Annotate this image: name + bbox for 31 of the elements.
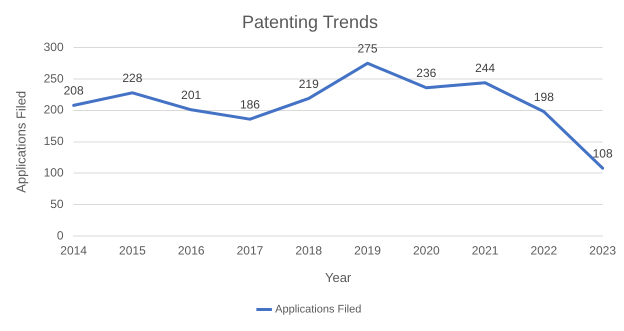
data-label: 275 — [358, 42, 378, 56]
data-label: 244 — [475, 61, 496, 76]
legend-label: Applications Filed — [275, 304, 362, 316]
x-tick-label: 2015 — [119, 244, 146, 258]
y-tick-label: 100 — [44, 166, 64, 180]
data-label: 208 — [64, 84, 84, 98]
data-label: 198 — [534, 90, 554, 104]
x-tick-label: 2019 — [354, 244, 382, 258]
x-tick-label: 2020 — [412, 244, 440, 258]
x-tick-label: 2016 — [178, 244, 205, 258]
x-tick-label: 2021 — [472, 244, 499, 258]
y-tick-label: 150 — [44, 134, 64, 148]
y-tick-label: 250 — [44, 71, 64, 86]
data-label: 201 — [181, 88, 202, 102]
x-tick-label: 2023 — [589, 244, 616, 258]
data-label: 228 — [122, 71, 143, 86]
chart-title: Patenting Trends — [242, 12, 378, 32]
data-label: 236 — [416, 66, 437, 80]
x-tick-label: 2017 — [236, 244, 264, 258]
y-axis-title: Applications Filed — [13, 90, 28, 193]
x-tick-label: 2022 — [530, 244, 558, 258]
data-label: 186 — [240, 98, 260, 112]
y-tick-label: 300 — [44, 40, 64, 54]
x-axis-title: Year — [324, 270, 352, 285]
x-tick-label: 2014 — [60, 244, 88, 258]
x-tick-label: 2018 — [295, 244, 322, 258]
data-label: 219 — [298, 76, 320, 91]
y-tick-label: 200 — [44, 102, 64, 117]
y-tick-label: 50 — [50, 196, 64, 211]
y-tick-label: 0 — [56, 228, 64, 242]
data-label: 108 — [592, 146, 613, 160]
